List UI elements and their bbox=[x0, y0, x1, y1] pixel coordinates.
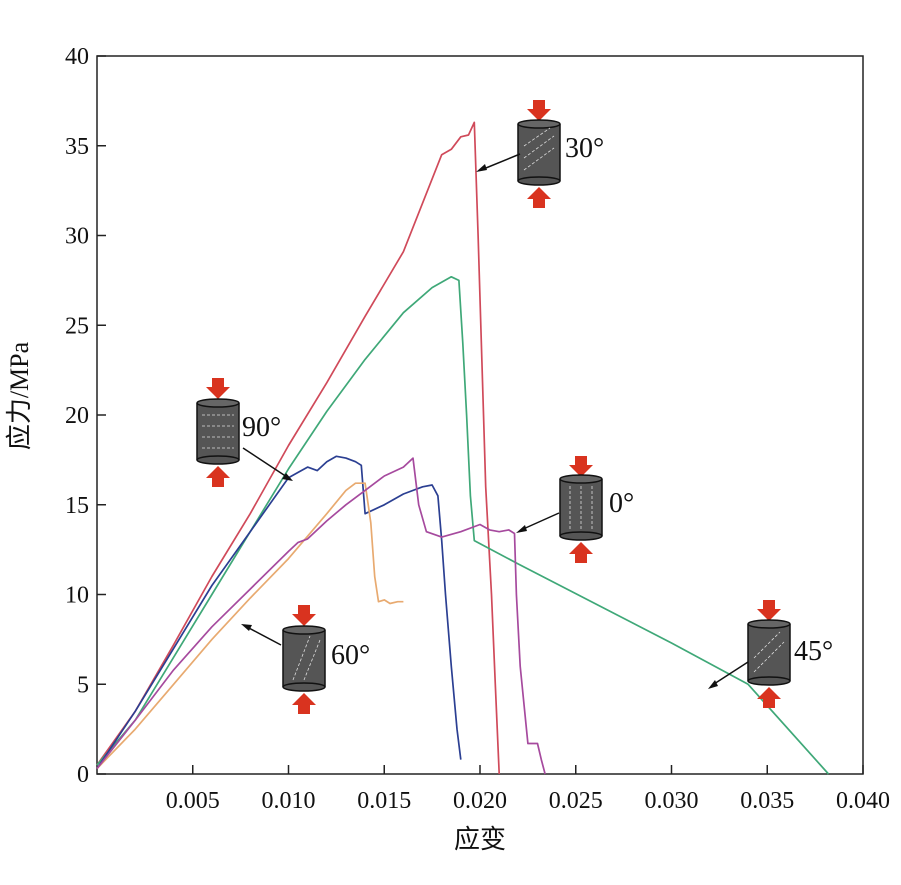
pointer-arrow bbox=[242, 447, 288, 478]
compression-arrow-icon bbox=[527, 187, 551, 208]
compression-arrow-icon bbox=[569, 542, 593, 563]
compression-arrow-icon bbox=[206, 378, 230, 399]
x-tick-label: 0.030 bbox=[645, 788, 699, 814]
annotation-label: 30° bbox=[565, 133, 604, 164]
compression-arrow-icon bbox=[757, 687, 781, 708]
series-line-2 bbox=[96, 455, 462, 770]
x-tick-label: 0.035 bbox=[740, 788, 794, 814]
y-tick-label: 25 bbox=[65, 313, 89, 339]
x-tick-label: 0.025 bbox=[549, 788, 603, 814]
x-tick-label: 0.015 bbox=[357, 788, 411, 814]
specimen-cylinder-icon bbox=[517, 119, 561, 186]
annotation-60: 60° bbox=[241, 605, 370, 714]
y-tick-label: 15 bbox=[65, 493, 89, 519]
pointer-arrowhead-icon bbox=[241, 624, 252, 631]
series-line-3 bbox=[96, 482, 404, 770]
annotation-label: 60° bbox=[331, 640, 370, 671]
compression-arrow-icon bbox=[206, 466, 230, 487]
annotation-label: 90° bbox=[242, 412, 281, 443]
series-layer bbox=[96, 121, 830, 775]
specimen-cylinder-icon bbox=[282, 625, 326, 692]
annotation-label: 0° bbox=[609, 488, 634, 519]
pointer-arrowhead-icon bbox=[708, 680, 718, 689]
annotation-label: 45° bbox=[794, 636, 833, 667]
annotation-45: 45° bbox=[708, 600, 833, 708]
x-axis-label: 应变 bbox=[454, 825, 506, 854]
y-axis: 0 5 10 15 20 25 30 35 40 bbox=[65, 44, 106, 788]
compression-arrow-icon bbox=[569, 456, 593, 477]
y-tick-label: 10 bbox=[65, 583, 89, 609]
annotation-30: 30° bbox=[476, 100, 604, 208]
x-axis: 0.005 0.010 0.015 0.020 0.025 0.030 0.035 0.040 bbox=[166, 765, 890, 814]
pointer-arrowhead-icon bbox=[516, 525, 527, 533]
specimen-cylinder-icon bbox=[196, 398, 240, 465]
pointer-arrowhead-icon bbox=[476, 164, 487, 172]
y-axis-label: 应力/MPa bbox=[5, 341, 34, 450]
y-tick-label: 0 bbox=[77, 762, 89, 788]
annotation-90: 90° bbox=[196, 378, 293, 487]
pointer-arrowhead-icon bbox=[282, 473, 293, 481]
series-line-4 bbox=[96, 457, 546, 775]
compression-arrow-icon bbox=[527, 100, 551, 121]
y-tick-label: 35 bbox=[65, 134, 89, 160]
y-tick-label: 30 bbox=[65, 224, 89, 250]
compression-arrow-icon bbox=[292, 605, 316, 626]
compression-arrow-icon bbox=[757, 600, 781, 621]
series-line-1 bbox=[96, 275, 830, 775]
pointer-arrow bbox=[246, 626, 282, 646]
specimen-cylinder-icon bbox=[559, 474, 603, 541]
y-tick-label: 40 bbox=[65, 44, 89, 70]
annotation-0: 0° bbox=[516, 456, 634, 563]
series-line-0 bbox=[96, 121, 501, 775]
x-tick-label: 0.005 bbox=[166, 788, 220, 814]
y-tick-label: 5 bbox=[77, 672, 89, 698]
y-tick-label: 20 bbox=[65, 403, 89, 429]
x-tick-label: 0.020 bbox=[453, 788, 507, 814]
pointer-arrow bbox=[520, 512, 560, 531]
pointer-arrow bbox=[480, 153, 521, 171]
x-tick-label: 0.010 bbox=[262, 788, 316, 814]
pointer-arrow bbox=[713, 661, 749, 685]
compression-arrow-icon bbox=[292, 693, 316, 714]
specimen-cylinder-icon bbox=[747, 619, 791, 686]
x-tick-label: 0.040 bbox=[836, 788, 890, 814]
